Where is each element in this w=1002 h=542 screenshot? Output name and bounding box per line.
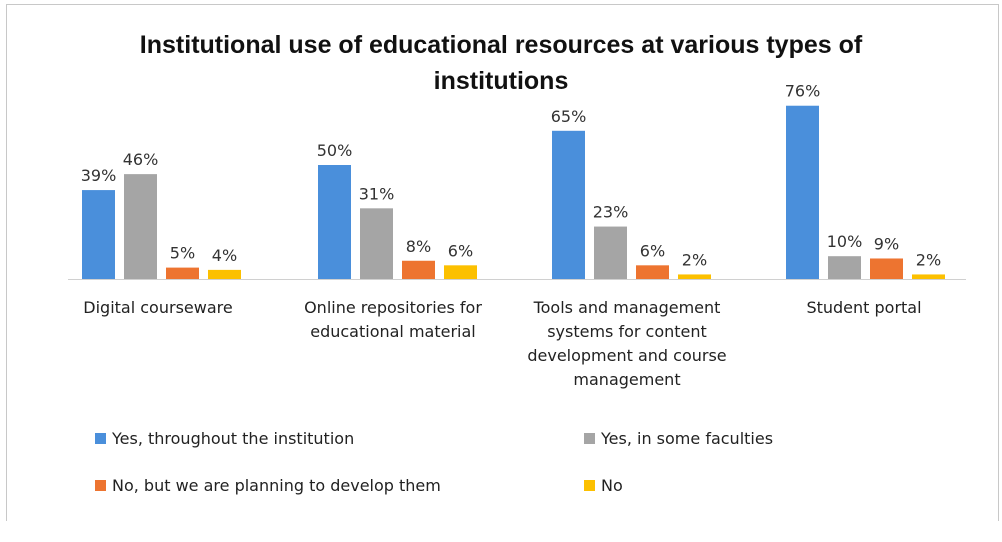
chart-title-line-1: Institutional use of educational resourc… (139, 31, 863, 59)
data-label-series-4-cat-3: 2% (682, 250, 707, 269)
legend-label-4: No (601, 476, 623, 495)
data-label-series-4-cat-4: 2% (916, 250, 941, 269)
bar-series-2-cat-3 (594, 226, 627, 279)
data-label-series-2-cat-2: 31% (359, 184, 395, 203)
data-label-series-2-cat-1: 46% (123, 150, 159, 169)
category-label-2: Online repositories for educational mater… (278, 296, 508, 344)
data-label-series-1-cat-4: 76% (785, 82, 821, 101)
category-label-2-line-1: Online repositories for (304, 298, 482, 317)
bar-series-4-cat-3 (678, 274, 711, 279)
bar-series-4-cat-4 (912, 274, 945, 279)
legend-swatch-1 (95, 433, 106, 444)
bar-series-1-cat-4 (786, 105, 819, 279)
category-label-1: Digital courseware (43, 296, 273, 320)
chart-title-line-2: institutions (433, 67, 569, 95)
category-label-3: Tools and management systems for content d… (512, 296, 742, 392)
bar-series-1-cat-1 (82, 190, 115, 279)
bar-series-3-cat-1 (166, 267, 199, 279)
bar-series-3-cat-2 (402, 260, 435, 279)
legend-item-4: No (584, 476, 623, 495)
legend-label-3: No, but we are planning to develop them (112, 476, 441, 495)
category-label-3-line-4: management (573, 370, 681, 389)
category-label-3-line-1: Tools and management (533, 298, 721, 317)
data-label-series-2-cat-4: 10% (827, 232, 863, 251)
bar-series-4-cat-1 (208, 269, 241, 279)
bar-series-3-cat-4 (870, 258, 903, 279)
data-label-series-4-cat-2: 6% (448, 241, 473, 260)
data-label-series-1-cat-2: 50% (317, 141, 353, 160)
legend-swatch-4 (584, 480, 595, 491)
bar-series-2-cat-4 (828, 256, 861, 279)
bar-series-2-cat-2 (360, 208, 393, 279)
legend-label-1: Yes, throughout the institution (112, 429, 355, 448)
bar-series-2-cat-1 (124, 174, 157, 279)
bar-series-1-cat-3 (552, 130, 585, 279)
legend-item-3: No, but we are planning to develop them (95, 476, 441, 495)
legend-swatch-2 (584, 433, 595, 444)
data-label-series-1-cat-3: 65% (551, 107, 587, 126)
bar-series-3-cat-3 (636, 265, 669, 279)
data-label-series-3-cat-3: 6% (640, 241, 665, 260)
chart-frame (6, 4, 999, 521)
data-label-series-1-cat-1: 39% (81, 166, 117, 185)
data-label-series-3-cat-1: 5% (170, 244, 195, 263)
bar-series-1-cat-2 (318, 165, 351, 279)
bar-series-4-cat-2 (444, 265, 477, 279)
data-label-series-2-cat-3: 23% (593, 203, 629, 222)
category-label-4-line-1: Student portal (806, 298, 922, 317)
category-label-1-line-1: Digital courseware (83, 298, 233, 317)
data-label-series-4-cat-1: 4% (212, 246, 237, 265)
legend-item-2: Yes, in some faculties (584, 429, 773, 448)
data-label-series-3-cat-4: 9% (874, 234, 899, 253)
legend-swatch-3 (95, 480, 106, 491)
category-label-4: Student portal (749, 296, 979, 320)
data-label-series-3-cat-2: 8% (406, 237, 431, 256)
category-label-3-line-3: development and course (527, 346, 727, 365)
category-label-2-line-2: educational material (310, 322, 476, 341)
category-label-3-line-2: systems for content (547, 322, 707, 341)
legend-label-2: Yes, in some faculties (601, 429, 774, 448)
legend-item-1: Yes, throughout the institution (95, 429, 354, 448)
